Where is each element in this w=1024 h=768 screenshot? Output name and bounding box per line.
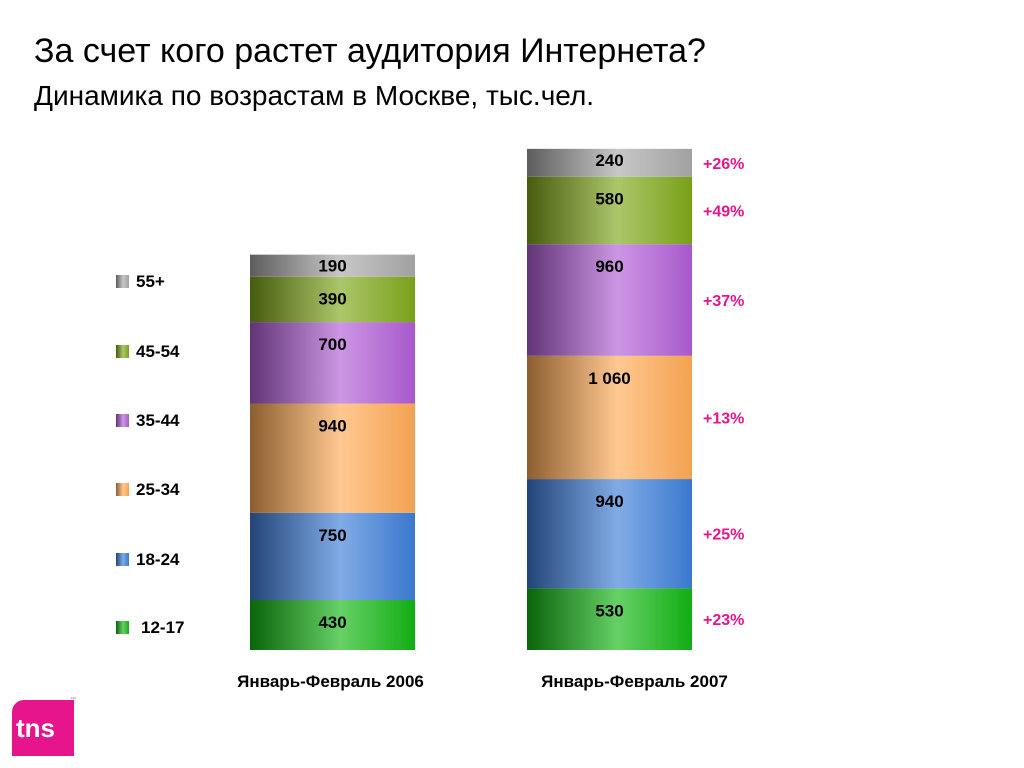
bar-segment-2-35-44 bbox=[527, 244, 692, 356]
legend-label-12-17: 12-17 bbox=[141, 618, 184, 637]
bar-segment-2-55- bbox=[527, 148, 692, 177]
legend-label-18-24: 18-24 bbox=[136, 550, 180, 569]
category-label-2: Январь-Февраль 2007 bbox=[541, 672, 728, 691]
legend-swatch-18-24 bbox=[116, 553, 129, 566]
bar-segment-1-25-34 bbox=[250, 403, 415, 513]
growth-label-55-: +26% bbox=[703, 156, 744, 173]
data-label-1-35-44: 700 bbox=[318, 335, 346, 354]
bar-segment-2-45-54 bbox=[527, 176, 692, 245]
legend-swatch-55- bbox=[116, 275, 129, 288]
bar-segment-1-18-24 bbox=[250, 512, 415, 600]
bar-segment-1-45-54 bbox=[250, 276, 415, 323]
bar-segment-2-18-24 bbox=[527, 479, 692, 589]
stacked-bar-chart: 430 750 940 700 390 190 530 940 1 060 960 580 240 +… bbox=[116, 148, 744, 691]
data-label-1-12-17: 430 bbox=[318, 613, 346, 632]
bar-segment-1-12-17 bbox=[250, 600, 415, 650]
page-subtitle: Динамика по возрастам в Москве, тыс.чел. bbox=[34, 80, 595, 111]
data-label-2-25-34: 1 060 bbox=[588, 369, 631, 388]
legend-label-45-54: 45-54 bbox=[136, 342, 180, 361]
legend-swatch-45-54 bbox=[116, 345, 129, 358]
legend-label-25-34: 25-34 bbox=[136, 480, 180, 499]
bar-segment-1-55- bbox=[250, 254, 415, 277]
data-label-1-25-34: 940 bbox=[318, 416, 346, 435]
legend-label-35-44: 35-44 bbox=[136, 411, 180, 430]
data-label-2-55-: 240 bbox=[595, 151, 623, 170]
data-label-2-12-17: 530 bbox=[595, 601, 623, 620]
page-title: За счет кого растет аудитория Интернета? bbox=[34, 32, 706, 70]
growth-label-35-44: +37% bbox=[703, 293, 744, 310]
category-label-1: Январь-Февраль 2006 bbox=[237, 672, 424, 691]
growth-label-45-54: +49% bbox=[703, 203, 744, 220]
tns-logo-trademark: ™ bbox=[70, 697, 76, 703]
tns-logo-text: tns bbox=[16, 713, 55, 743]
data-label-2-35-44: 960 bbox=[595, 257, 623, 276]
legend-swatch-12-17 bbox=[116, 621, 129, 634]
legend-swatch-25-34 bbox=[116, 483, 129, 496]
legend-label-55-: 55+ bbox=[136, 272, 165, 291]
bar-segment-1-35-44 bbox=[250, 322, 415, 404]
growth-label-25-34: +13% bbox=[703, 410, 744, 427]
bar-segment-2-12-17 bbox=[527, 588, 692, 650]
growth-label-12-17: +23% bbox=[703, 612, 744, 629]
bar-segment-2-25-34 bbox=[527, 355, 692, 480]
data-label-2-45-54: 580 bbox=[595, 190, 623, 209]
data-label-2-18-24: 940 bbox=[595, 492, 623, 511]
legend-swatch-35-44 bbox=[116, 414, 129, 427]
data-label-1-45-54: 390 bbox=[318, 290, 346, 309]
tns-logo: tns bbox=[12, 700, 74, 756]
growth-label-18-24: +25% bbox=[703, 527, 744, 544]
data-label-1-55-: 190 bbox=[318, 257, 346, 276]
data-label-1-18-24: 750 bbox=[318, 526, 346, 545]
